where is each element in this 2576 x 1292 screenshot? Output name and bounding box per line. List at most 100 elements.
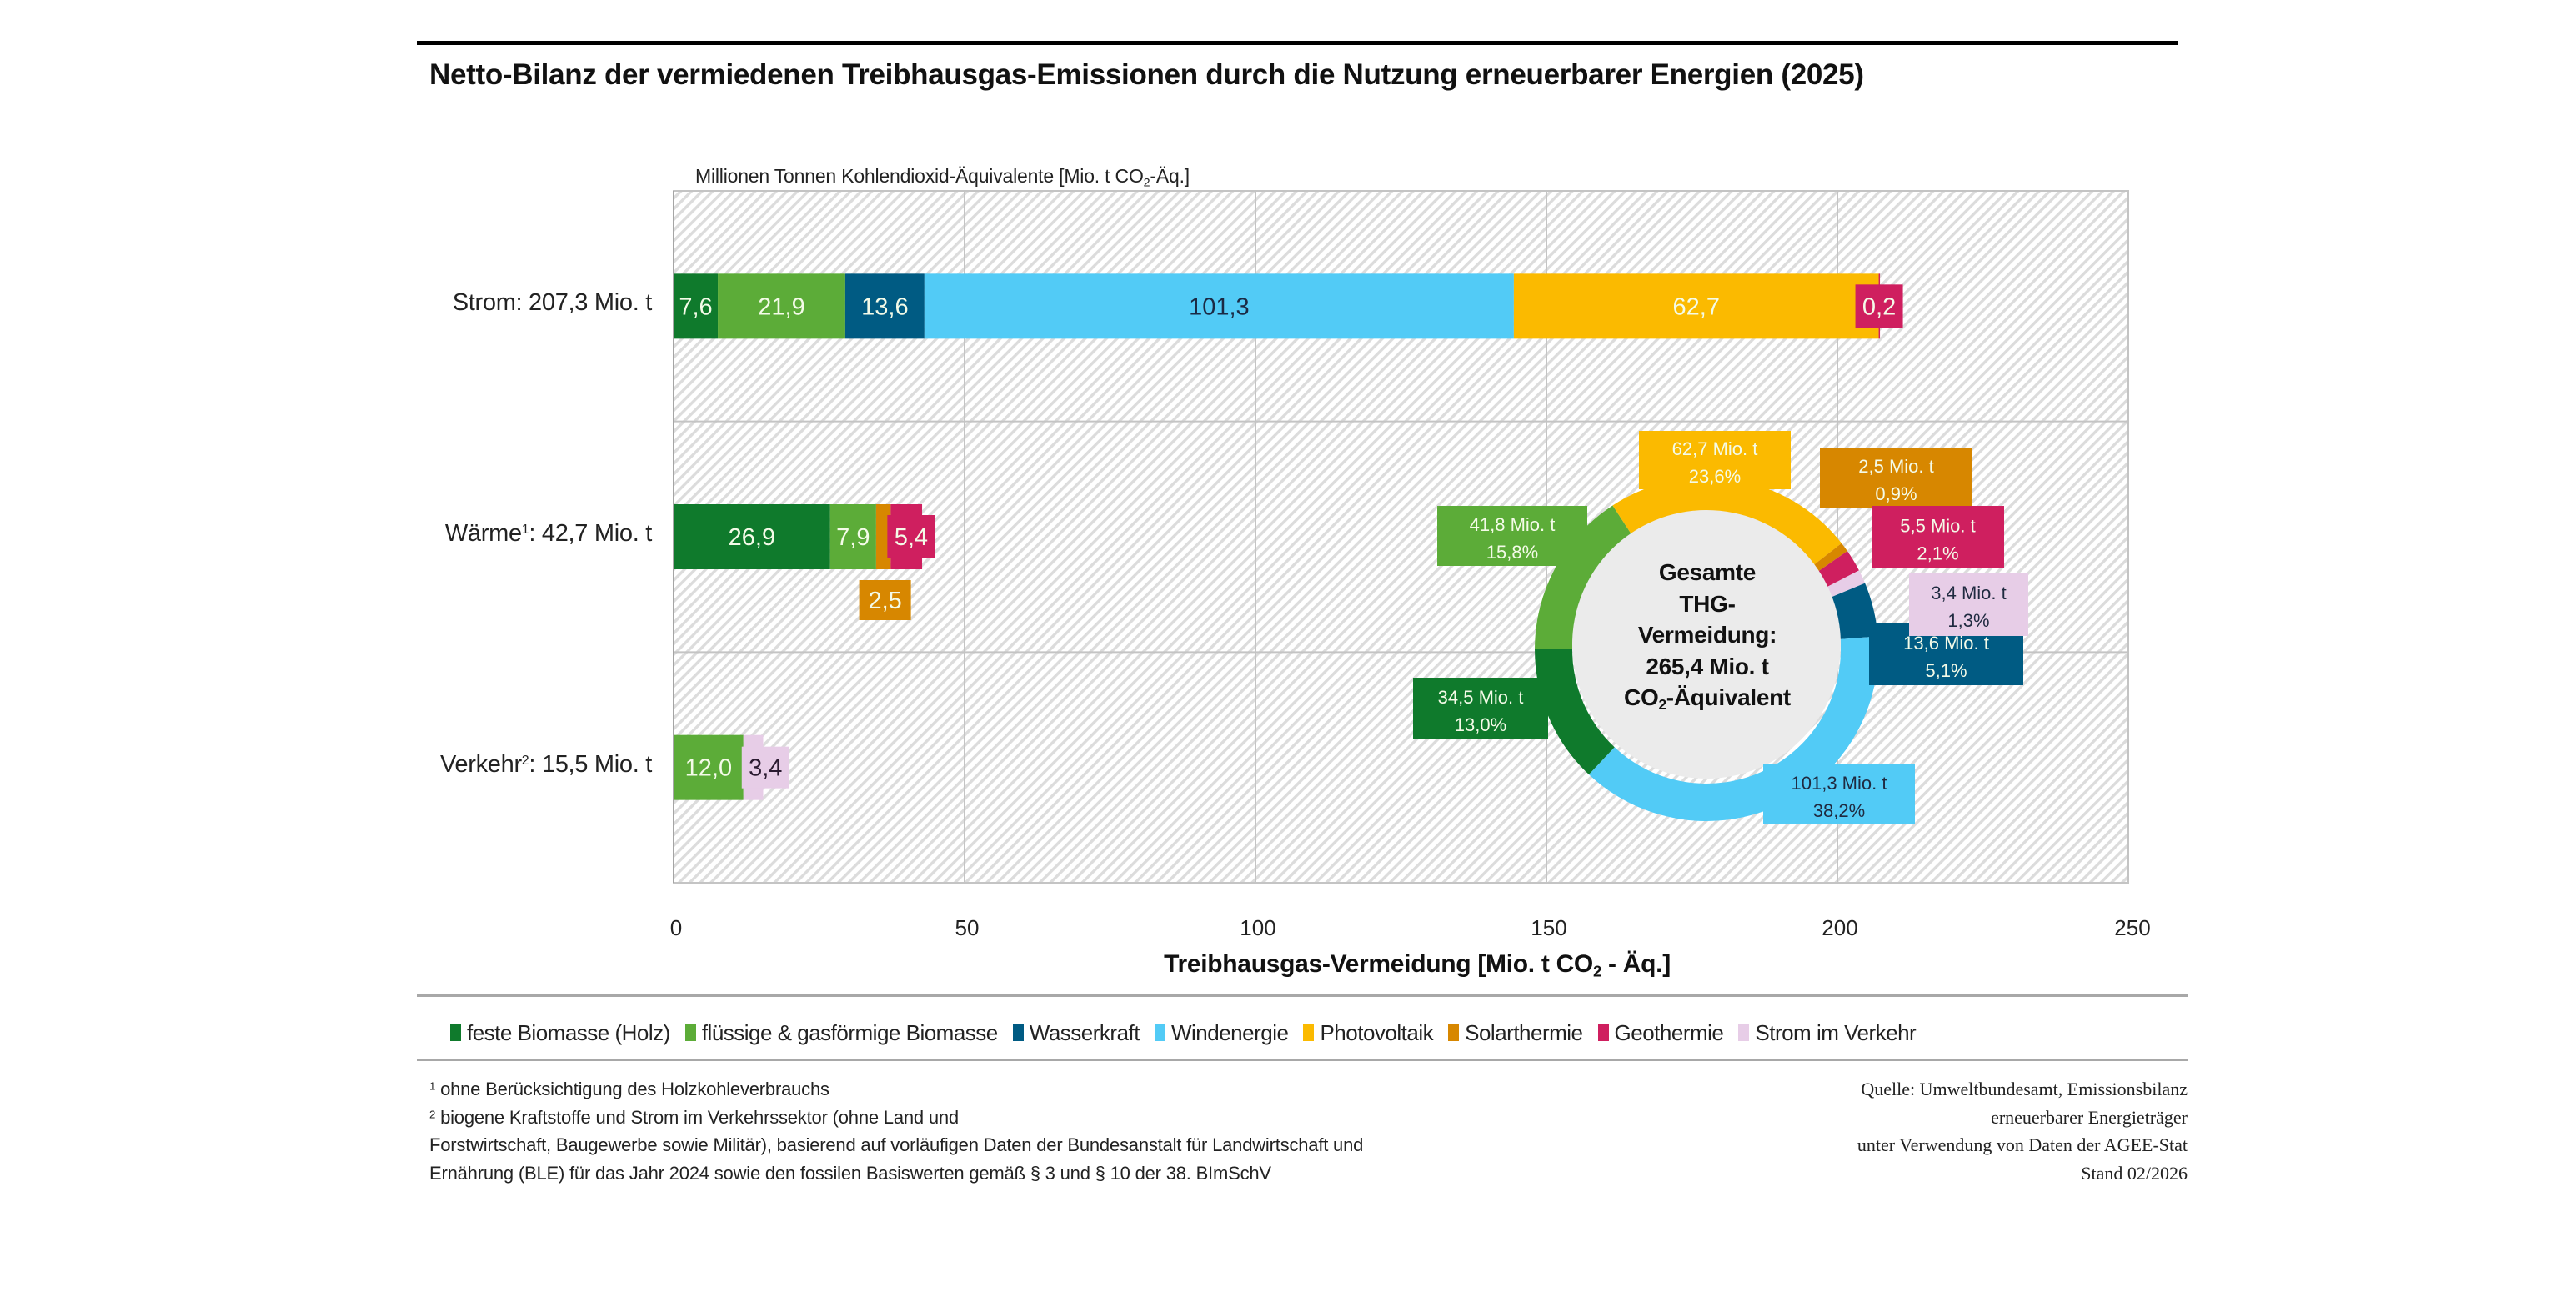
x-axis-title-sub: 2	[1592, 962, 1602, 980]
legend-item-fluessige-biomasse: flüssige & gasförmige Biomasse	[684, 1020, 998, 1046]
bar-segment	[924, 273, 1514, 339]
donut-label-box	[1437, 506, 1587, 566]
category-label-waerme: Wärme1: 42,7 Mio. t	[402, 520, 652, 548]
category-label-text: Verkehr	[439, 751, 522, 778]
footnote-text: biogene Kraftstoffe und Strom im Verkehr…	[440, 1106, 959, 1128]
bar-segment	[844, 273, 925, 339]
x-axis-title-end: - Äq.]	[1601, 950, 1671, 978]
data-label-box	[859, 580, 911, 620]
x-tick-label: 0	[669, 915, 683, 940]
footnote-marker: 2	[429, 1107, 436, 1120]
x-tick-label: 200	[1822, 915, 1858, 940]
data-label-box	[1855, 284, 1903, 328]
donut-value-label: 34,5 Mio. t	[1438, 687, 1524, 708]
chart-title: Netto-Bilanz der vermiedenen Treibhausga…	[429, 58, 1864, 91]
category-label-verkehr: Verkehr2: 15,5 Mio. t	[402, 751, 652, 779]
legend-swatch	[1738, 1024, 1750, 1041]
legend-label: Solarthermie	[1465, 1019, 1583, 1045]
legend-swatch	[1012, 1024, 1024, 1041]
donut-value-label: 2,5 Mio. t	[1858, 456, 1933, 477]
x-tick-label: 50	[955, 915, 980, 940]
donut-percent-label: 15,8%	[1486, 542, 1538, 563]
donut-center-text: Gesamte THG- Vermeidung: 265,4 Mio. t CO…	[1582, 557, 1832, 714]
donut-value-label: 62,7 Mio. t	[1672, 438, 1758, 459]
donut-label-box	[1413, 678, 1548, 739]
x-axis-title-text: Treibhausgas-Vermeidung [Mio. t CO	[1164, 950, 1593, 978]
legend-item-windenergie: Windenergie	[1154, 1020, 1289, 1046]
donut-center-line: THG-	[1679, 590, 1736, 617]
bar-segment	[829, 504, 876, 569]
donut-slice	[1830, 583, 1878, 639]
donut-percent-label: 2,1%	[1917, 543, 1958, 564]
legend-label: Photovoltaik	[1320, 1019, 1434, 1045]
donut-slice	[1817, 551, 1859, 588]
x-axis-title: Treibhausgas-Vermeidung [Mio. t CO2 - Äq…	[1164, 950, 1671, 979]
data-label: 2,5	[868, 588, 901, 614]
donut-percent-label: 1,3%	[1947, 610, 1989, 631]
source-line: erneuerbarer Energieträger	[1991, 1106, 2188, 1128]
footnote-marker: 1	[429, 1079, 436, 1093]
donut-center-line: CO2-Äquivalent	[1582, 682, 1832, 714]
data-label-box	[741, 746, 789, 789]
footnote-text: Ernährung (BLE) für das Jahr 2024 sowie …	[429, 1162, 1271, 1184]
data-label: 7,6	[679, 293, 712, 320]
x-tick-label: 150	[1531, 915, 1567, 940]
legend-item-strom-im-verkehr: Strom im Verkehr	[1738, 1019, 1917, 1046]
legend-swatch	[1154, 1024, 1165, 1041]
unit-label-sub: 2	[1143, 176, 1150, 190]
donut-value-label: 3,4 Mio. t	[1931, 583, 2006, 603]
footnote-1: 1 ohne Berücksichtigung des Holzkohlever…	[429, 1075, 1363, 1104]
data-label: 13,6	[861, 293, 908, 320]
legend-swatch	[1448, 1024, 1460, 1041]
donut-center-aequivalent: -Äquivalent	[1666, 684, 1791, 710]
legend-label: Strom im Verkehr	[1755, 1019, 1917, 1045]
source-line: unter Verwendung von Daten der AGEE-Stat	[1857, 1134, 2188, 1155]
donut-slice	[1535, 505, 1634, 649]
x-tick-label: 100	[1240, 915, 1276, 940]
donut-slice	[1812, 543, 1847, 573]
legend-swatch	[1597, 1024, 1609, 1041]
donut-value-label: 5,5 Mio. t	[1900, 516, 1975, 537]
data-label: 21,9	[758, 293, 804, 320]
legend-swatch	[684, 1024, 696, 1041]
x-tick-label: 250	[2114, 915, 2151, 940]
footnote-text: ohne Berücksichtigung des Holzkohleverbr…	[440, 1079, 829, 1099]
donut-percent-label: 38,2%	[1813, 800, 1865, 821]
donut-label-box	[1820, 448, 1972, 508]
top-rule	[417, 41, 2178, 45]
footnote-marker: 1	[521, 523, 529, 538]
unit-label-text: Millionen Tonnen Kohlendioxid-Äquivalent…	[695, 165, 1144, 187]
donut-percent-label: 5,1%	[1925, 660, 1967, 681]
legend-item-geothermie: Geothermie	[1597, 1020, 1724, 1046]
data-label: 3,4	[749, 755, 782, 782]
data-label: 0,2	[1862, 293, 1896, 320]
donut-center-sub: 2	[1658, 696, 1666, 714]
donut-center-line: 265,4 Mio. t	[1646, 653, 1769, 679]
donut-percent-label: 0,9%	[1875, 483, 1917, 504]
source-line: Quelle: Umweltbundesamt, Emissionsbilanz	[1861, 1079, 2188, 1099]
bar-segment	[674, 504, 830, 569]
donut-label-box	[1872, 506, 2004, 568]
donut-slice	[1535, 649, 1615, 775]
donut-slice	[1825, 570, 1866, 598]
data-label: 7,9	[836, 524, 870, 551]
unit-label-text-end: -Äq.]	[1150, 165, 1190, 187]
legend-swatch	[450, 1024, 461, 1041]
data-label: 101,3	[1189, 293, 1250, 320]
donut-label-box	[1639, 431, 1791, 489]
legend-item-photovoltaik: Photovoltaik	[1303, 1019, 1434, 1046]
donut-slice	[1612, 478, 1842, 567]
category-label-strom: Strom: 207,3 Mio. t	[452, 289, 653, 316]
data-label: 12,0	[685, 755, 732, 782]
bar-segment	[718, 273, 845, 339]
footnote-2: 2 biogene Kraftstoffe und Strom im Verke…	[429, 1104, 1363, 1132]
bar-segment	[674, 734, 744, 800]
donut-value-label: 101,3 Mio. t	[1792, 773, 1887, 794]
donut-center	[1572, 510, 1841, 779]
legend-item-feste-biomasse: feste Biomasse (Holz)	[450, 1020, 670, 1046]
legend-bottom-divider	[417, 1059, 2188, 1061]
legend: feste Biomasse (Holz) flüssige & gasförm…	[450, 1018, 2184, 1048]
footnotes: 1 ohne Berücksichtigung des Holzkohlever…	[429, 1075, 1363, 1187]
legend-item-solarthermie: Solarthermie	[1448, 1019, 1583, 1046]
data-label: 62,7	[1673, 293, 1720, 320]
